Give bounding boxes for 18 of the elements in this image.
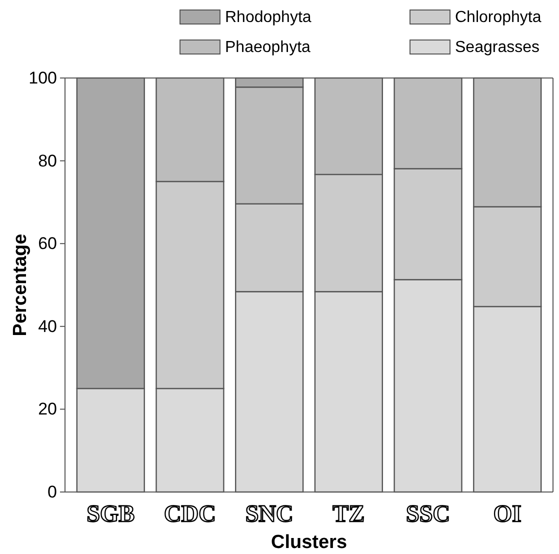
- x-tick-label: OI: [493, 501, 522, 528]
- legend-label: Seagrasses: [455, 39, 540, 56]
- x-tick-label: TZ: [332, 501, 365, 528]
- x-tick-label: SNC: [245, 501, 294, 528]
- y-tick-label: 60: [38, 234, 57, 254]
- y-tick-label: 0: [48, 482, 57, 502]
- y-axis-title: Percentage: [10, 234, 31, 336]
- legend-label: Rhodophyta: [225, 9, 312, 26]
- x-tick-label: CDC: [164, 501, 216, 528]
- legend-label: Phaeophyta: [225, 39, 311, 56]
- x-tick-label: SSC: [406, 501, 450, 528]
- y-tick-label: 40: [38, 316, 57, 336]
- x-tick-label: SGB: [86, 501, 135, 528]
- y-tick-label: 100: [28, 68, 57, 88]
- y-tick-label: 20: [38, 400, 57, 419]
- x-axis-title: Clusters: [270, 532, 348, 553]
- y-tick-label: 80: [38, 151, 57, 170]
- legend-label: Chlorophyta: [455, 9, 542, 26]
